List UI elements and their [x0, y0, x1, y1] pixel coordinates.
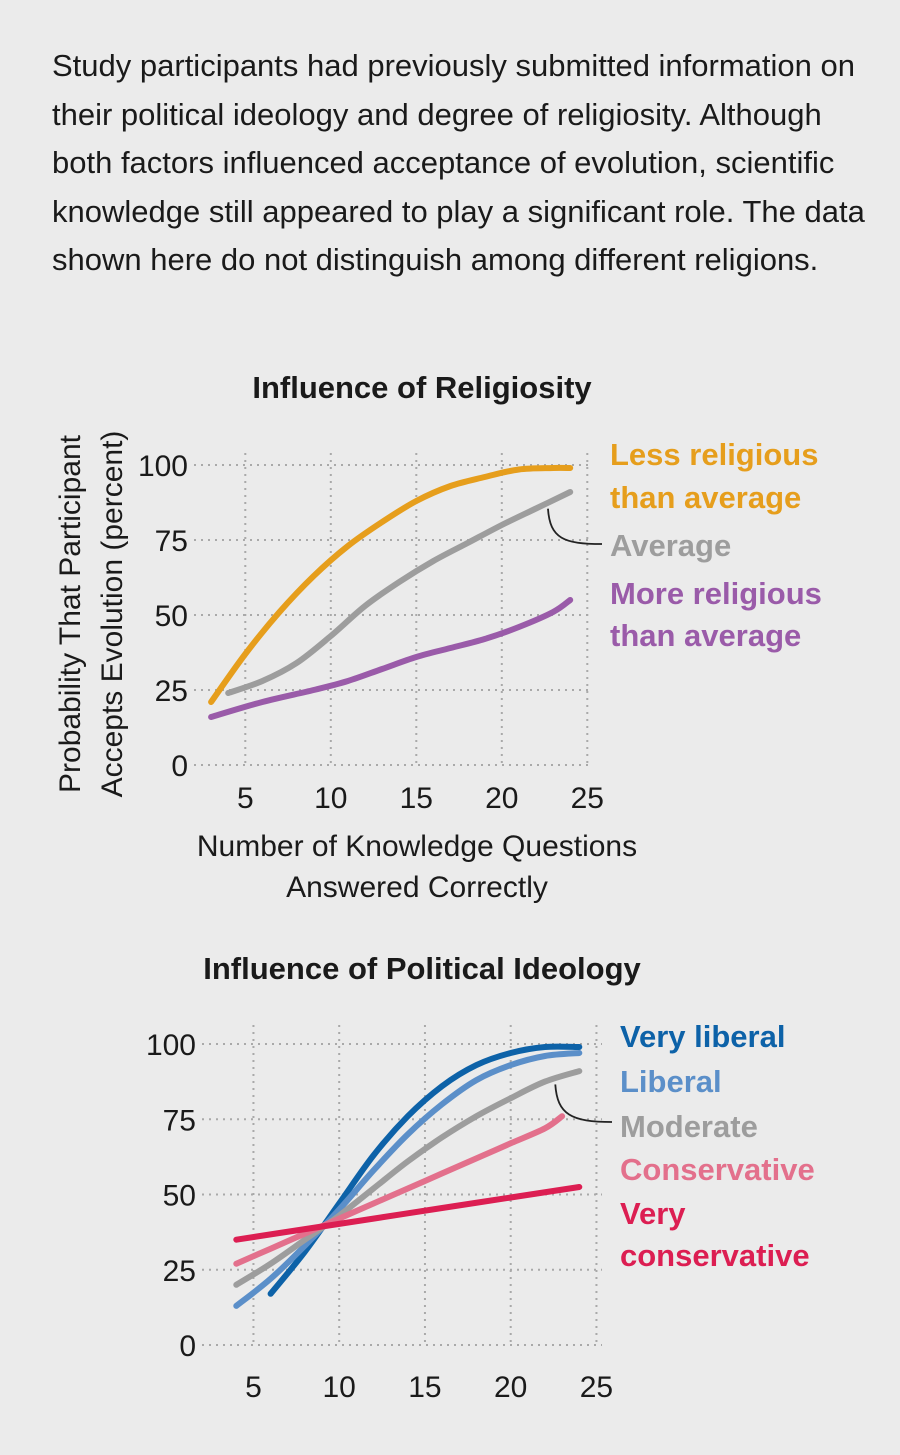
y-tick-label: 75: [163, 1104, 196, 1137]
chart-political: Influence of Political Ideology 0 25 50 75 10…: [146, 951, 815, 1404]
leader-line: [547, 508, 603, 545]
legend-label-conservative: Conservative: [620, 1152, 815, 1187]
series-line-liberal: [233, 1050, 583, 1309]
y-tick-label: 25: [163, 1255, 196, 1288]
series-line-conservative: [233, 1113, 566, 1267]
y-tick-label: 25: [155, 675, 188, 708]
chart-title: Influence of Political Ideology: [203, 951, 641, 986]
series-line-less-religious-than-average: [208, 464, 574, 705]
y-tick-label: 0: [179, 1330, 196, 1363]
x-tick-label: 5: [245, 1371, 262, 1404]
series-line-very-conservative: [233, 1184, 583, 1243]
x-tick-label: 10: [314, 782, 347, 815]
y-tick-label: 50: [155, 600, 188, 633]
y-tick-label: 100: [146, 1029, 196, 1062]
x-tick-label: 25: [580, 1371, 613, 1404]
legend-label-average: Average: [610, 528, 731, 563]
intro-paragraph: Study participants had previously submit…: [52, 48, 865, 277]
legend-label-very-liberal: Very liberal: [620, 1019, 785, 1054]
x-tick-label: 15: [400, 782, 433, 815]
y-tick-label: 50: [163, 1180, 196, 1213]
y-tick-label: 100: [138, 450, 188, 483]
x-axis-label: Number of Knowledge Questions: [197, 830, 637, 863]
x-tick-label: 5: [237, 782, 254, 815]
series-line-average: [225, 489, 574, 696]
x-tick-label: 20: [494, 1371, 527, 1404]
x-tick-label: 15: [408, 1371, 441, 1404]
leader-line: [554, 1084, 613, 1123]
legend-label-more-religious-than-average: than average: [610, 618, 801, 653]
legend-label-less-religious-than-average: than average: [610, 480, 801, 515]
x-tick-label: 10: [323, 1371, 356, 1404]
legend-label-moderate: Moderate: [620, 1109, 758, 1144]
x-tick-label: 20: [485, 782, 518, 815]
gridlines: [202, 1025, 602, 1346]
gridlines: [194, 453, 593, 766]
y-axis-label: Accepts Evolution (percent): [96, 431, 129, 798]
legend-label-very-conservative: Very: [620, 1196, 686, 1231]
legend-label-more-religious-than-average: More religious: [610, 576, 822, 611]
x-axis-label: Answered Correctly: [286, 871, 548, 904]
series-line-moderate: [233, 1068, 583, 1288]
series-line-more-religious-than-average: [208, 597, 574, 720]
chart-title: Influence of Religiosity: [252, 370, 592, 405]
y-axis-label: Probability That Participant: [54, 434, 87, 793]
legend-label-very-conservative: conservative: [620, 1238, 810, 1273]
y-tick-label: 75: [155, 525, 188, 558]
legend-label-less-religious-than-average: Less religious: [610, 437, 818, 472]
y-tick-label: 0: [171, 750, 188, 783]
x-tick-label: 25: [571, 782, 604, 815]
chart-religiosity: Influence of Religiosity 0 25 50 75 100 5 10 15 2…: [54, 370, 822, 904]
legend-label-liberal: Liberal: [620, 1064, 722, 1099]
